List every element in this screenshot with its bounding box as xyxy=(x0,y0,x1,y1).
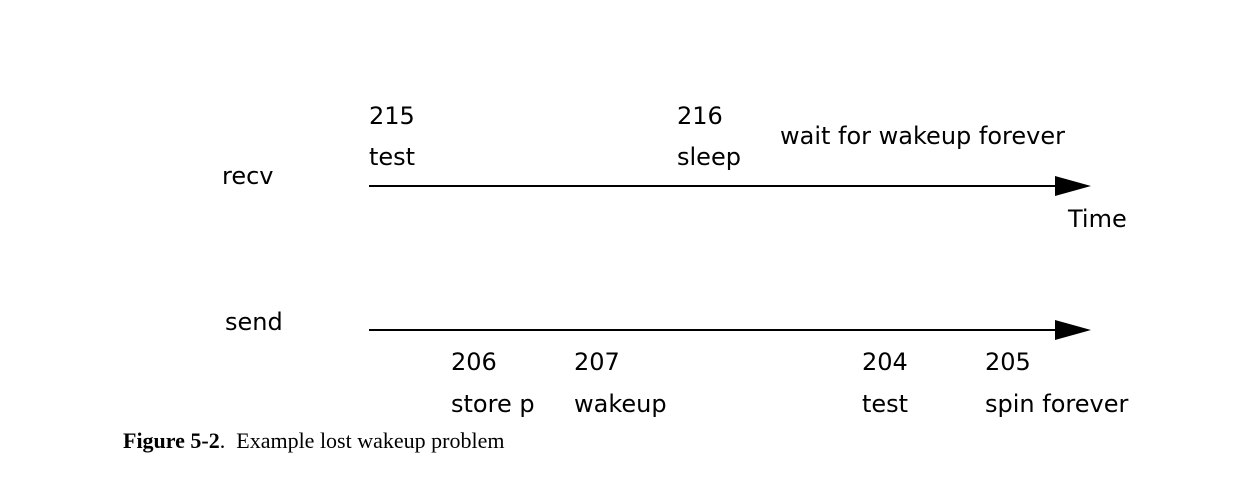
recv-event-216-label: sleep xyxy=(677,143,741,171)
recv-timeline xyxy=(369,185,1059,187)
send-timeline-arrowhead xyxy=(1055,320,1091,340)
recv-thread-label: recv xyxy=(222,162,274,190)
send-event-207-label: wakeup xyxy=(574,390,667,418)
figure-caption: Figure 5-2. Example lost wakeup problem xyxy=(123,426,504,456)
send-event-206-line: 206 xyxy=(451,348,497,376)
send-event-206-label: store p xyxy=(451,390,535,418)
send-timeline xyxy=(369,329,1059,331)
send-event-207-line: 207 xyxy=(574,348,620,376)
figure-caption-label: Figure 5-2 xyxy=(123,428,220,453)
recv-event-215-line: 215 xyxy=(369,102,415,130)
recv-event-216-line: 216 xyxy=(677,102,723,130)
send-event-204-label: test xyxy=(862,390,909,418)
send-event-205-label: spin forever xyxy=(985,390,1129,418)
time-axis-label: Time xyxy=(1068,205,1127,233)
recv-timeline-arrowhead xyxy=(1055,176,1091,196)
send-thread-label: send xyxy=(225,308,283,336)
send-event-204-line: 204 xyxy=(862,348,908,376)
recv-event-215-label: test xyxy=(369,143,416,171)
figure-caption-separator: . xyxy=(219,428,226,453)
recv-wait-note: wait for wakeup forever xyxy=(780,122,1065,150)
send-event-205-line: 205 xyxy=(985,348,1031,376)
figure-caption-text: Example lost wakeup problem xyxy=(236,428,505,453)
